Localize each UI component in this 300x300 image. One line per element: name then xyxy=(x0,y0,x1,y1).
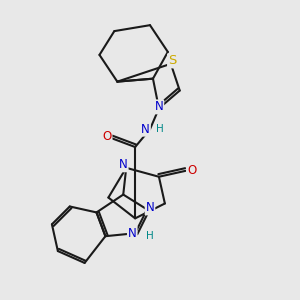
Text: H: H xyxy=(146,231,154,241)
Text: S: S xyxy=(168,54,176,67)
Text: N: N xyxy=(141,123,150,136)
Text: N: N xyxy=(146,202,154,214)
Text: O: O xyxy=(102,130,112,143)
Text: N: N xyxy=(154,100,163,113)
Text: H: H xyxy=(156,124,164,134)
Text: O: O xyxy=(187,164,196,177)
Text: N: N xyxy=(119,158,128,171)
Text: N: N xyxy=(128,227,136,240)
